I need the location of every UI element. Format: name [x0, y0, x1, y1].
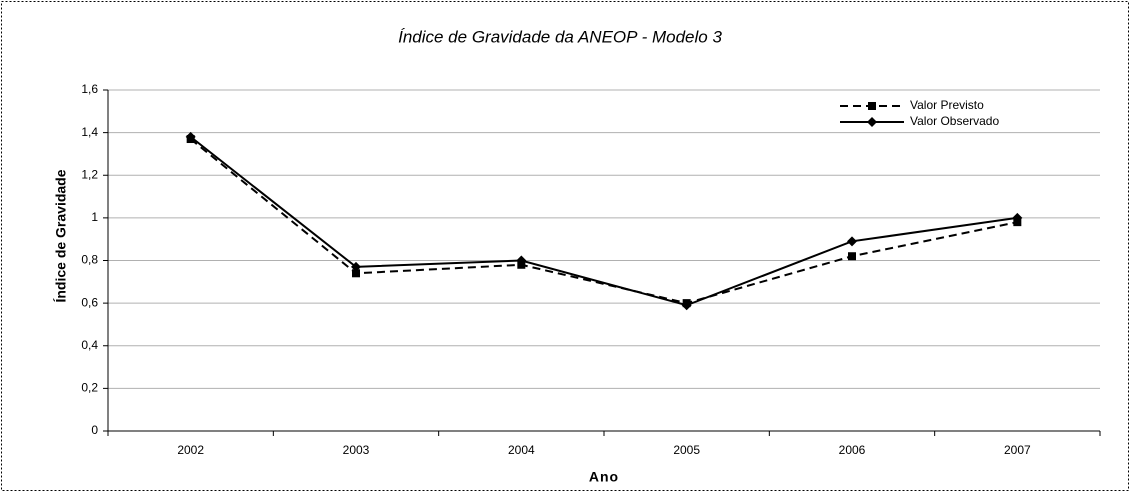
- marker: [681, 300, 692, 311]
- marker: [847, 236, 857, 247]
- series-line: [190, 136, 1018, 307]
- y-tick-label: 0,6: [81, 295, 98, 309]
- x-tick-label: 2007: [1004, 443, 1031, 457]
- y-tick-label: 1,4: [81, 125, 98, 139]
- x-tick-label: 2004: [508, 443, 535, 457]
- marker: [185, 131, 196, 142]
- x-tick-label: 2003: [343, 443, 370, 457]
- y-tick-label: 0: [91, 423, 98, 437]
- y-tick-label: 0,8: [81, 253, 98, 267]
- legend-label: Valor Observado: [910, 114, 999, 128]
- legend-label: Valor Previsto: [910, 98, 984, 112]
- y-tick-label: 1,2: [81, 167, 98, 181]
- y-tick-label: 0,2: [81, 381, 98, 395]
- x-tick-label: 2005: [673, 443, 700, 457]
- x-tick-label: 2002: [177, 443, 204, 457]
- marker: [1012, 212, 1023, 223]
- legend-marker: [867, 117, 877, 127]
- y-tick-label: 1: [91, 210, 98, 224]
- x-tick-label: 2006: [839, 443, 866, 457]
- marker: [516, 255, 527, 266]
- y-axis-label: Índice de Gravidade: [53, 169, 69, 302]
- series-line: [190, 138, 1018, 305]
- marker: [352, 269, 360, 278]
- x-axis-label: Ano: [589, 469, 619, 485]
- legend-marker: [868, 102, 876, 110]
- marker: [848, 252, 856, 261]
- y-tick-label: 1,6: [81, 82, 98, 96]
- y-tick-label: 0,4: [81, 338, 98, 352]
- chart-title: Índice de Gravidade da ANEOP - Modelo 3: [398, 27, 722, 46]
- marker: [351, 261, 361, 272]
